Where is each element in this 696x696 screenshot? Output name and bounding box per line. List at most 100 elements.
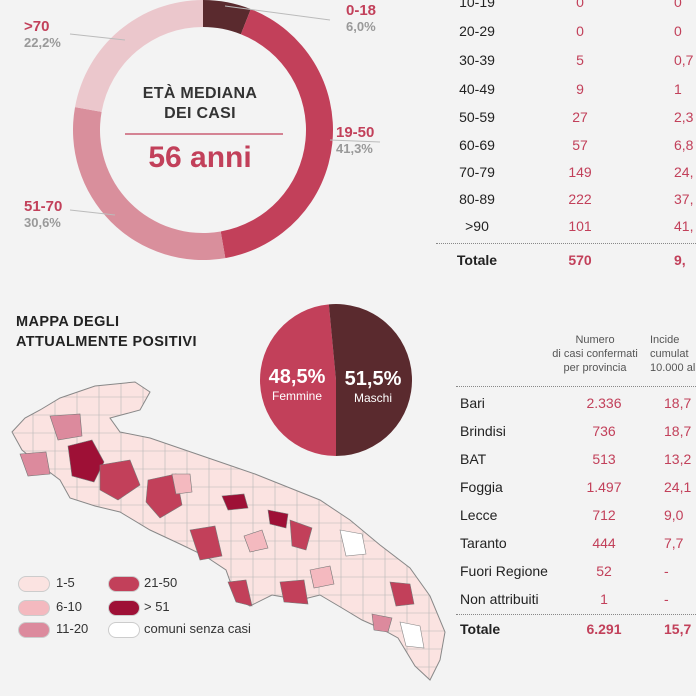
age-row: >90 101 41, bbox=[438, 213, 696, 241]
total-pct: 9, bbox=[674, 252, 686, 268]
municipality-mid-2 bbox=[145, 473, 183, 519]
female-pct: 48,5% bbox=[268, 366, 326, 388]
age-row: 10-19 0 0 bbox=[438, 0, 696, 17]
province-row: Lecce 712 9,0 bbox=[456, 502, 696, 530]
legend-label: > 51 bbox=[144, 599, 170, 614]
female-label-block: 48,5% Femmine bbox=[262, 366, 332, 403]
label-name: 51-70 bbox=[24, 198, 63, 215]
header-line: 10.000 al bbox=[650, 362, 696, 374]
province-cases: 1.497 bbox=[586, 479, 622, 495]
label-pct: 22,2% bbox=[24, 35, 61, 50]
province-name: Lecce bbox=[460, 507, 498, 523]
age-table-divider bbox=[436, 243, 696, 244]
province-row: Foggia 1.497 24,1 bbox=[456, 474, 696, 502]
leader-line-19-50 bbox=[329, 139, 381, 143]
municipality-white-1 bbox=[339, 529, 367, 557]
province-header-divider bbox=[456, 386, 696, 387]
age-row: 80-89 222 37, bbox=[438, 186, 696, 214]
age-row: 50-59 27 2,3 bbox=[438, 104, 696, 132]
header-line: cumulat bbox=[650, 348, 689, 360]
pct-cell: 1 bbox=[674, 81, 682, 97]
donut-label-51-70: 51-70 30,6% bbox=[24, 198, 62, 230]
province-incidence: 18,7 bbox=[664, 395, 692, 411]
province-header-cases: Numero di casi confermati per provincia bbox=[540, 333, 650, 375]
municipality-mid-6 bbox=[279, 579, 309, 605]
municipality-light-5 bbox=[371, 613, 393, 633]
age-row: 30-39 5 0,7 bbox=[438, 47, 696, 75]
province-incidence: - bbox=[664, 591, 669, 607]
province-row: Taranto 444 7,7 bbox=[456, 530, 696, 558]
donut-slice-19-50 bbox=[220, 9, 333, 259]
donut-slice-0-18 bbox=[203, 0, 251, 35]
map-title-line-2: ATTUALMENTE POSITIVI bbox=[16, 334, 197, 350]
legend-label: 11-20 bbox=[56, 621, 89, 636]
age-row: 40-49 9 1 bbox=[438, 76, 696, 104]
province-name: BAT bbox=[460, 451, 487, 467]
legend-label: 6-10 bbox=[56, 599, 83, 614]
age-cell: >90 bbox=[465, 218, 489, 234]
total-cases: 6.291 bbox=[586, 621, 622, 637]
region-outline bbox=[11, 381, 446, 681]
pct-cell: 6,8 bbox=[674, 137, 694, 153]
cases-cell: 222 bbox=[568, 191, 592, 207]
legend-label: 21-50 bbox=[144, 575, 178, 590]
label-name: 19-50 bbox=[336, 124, 375, 141]
header-line: per provincia bbox=[563, 362, 627, 374]
donut-slice--70 bbox=[75, 0, 203, 112]
province-incidence: 18,7 bbox=[664, 423, 692, 439]
legend-swatch-1-5 bbox=[18, 576, 50, 592]
center-title-line-1: ETÀ MEDIANA bbox=[142, 85, 258, 102]
age-total-row: Totale 570 9, bbox=[438, 247, 696, 275]
municipality-light-6 bbox=[243, 529, 269, 553]
label-pct: 41,3% bbox=[336, 141, 373, 156]
leader-line-70 bbox=[69, 33, 126, 41]
cases-cell: 9 bbox=[576, 81, 584, 97]
legend-label: comuni senza casi bbox=[144, 621, 251, 636]
header-line: Numero bbox=[575, 334, 615, 346]
province-name: Taranto bbox=[460, 535, 507, 551]
age-cell: 40-49 bbox=[459, 81, 495, 97]
legend-swatch-none bbox=[108, 622, 140, 638]
pct-cell: 2,3 bbox=[674, 109, 694, 125]
municipality-mid-3 bbox=[189, 525, 223, 561]
province-cases: 2.336 bbox=[586, 395, 622, 411]
cases-cell: 0 bbox=[576, 0, 584, 10]
province-cases: 736 bbox=[592, 423, 616, 439]
label-name: 0-18 bbox=[346, 2, 377, 19]
province-name: Fuori Regione bbox=[460, 563, 548, 579]
sex-pie-chart bbox=[260, 304, 413, 456]
province-incidence: 9,0 bbox=[664, 507, 684, 523]
municipality-mid-4 bbox=[289, 519, 313, 551]
province-cases: 1 bbox=[600, 591, 608, 607]
province-row: BAT 513 13,2 bbox=[456, 446, 696, 474]
municipality-dark-1 bbox=[67, 439, 105, 483]
age-cell: 20-29 bbox=[459, 23, 495, 39]
legend-label: 1-5 bbox=[56, 575, 75, 590]
map-title-line-1: MAPPA DEGLI bbox=[16, 314, 120, 330]
puglia-map bbox=[11, 381, 446, 681]
sex-slice-femmine bbox=[260, 304, 336, 456]
age-cell: 10-19 bbox=[459, 0, 495, 10]
province-name: Brindisi bbox=[460, 423, 506, 439]
map-title: MAPPA DEGLI ATTUALMENTE POSITIVI bbox=[16, 312, 197, 352]
province-header-incidence: Incide cumulat 10.000 al bbox=[650, 333, 696, 375]
province-cases: 52 bbox=[596, 563, 612, 579]
cases-cell: 27 bbox=[572, 109, 588, 125]
municipality-mid-5 bbox=[227, 579, 253, 607]
header-line: Incide bbox=[650, 334, 680, 346]
legend-swatch-21-50 bbox=[108, 576, 140, 592]
donut-label-0-18: 0-18 6,0% bbox=[346, 2, 376, 34]
province-name: Non attribuiti bbox=[460, 591, 539, 607]
label-name: >70 bbox=[24, 18, 50, 35]
province-row: Non attribuiti 1 - bbox=[456, 586, 696, 614]
age-cell: 70-79 bbox=[459, 164, 495, 180]
municipality-white-2 bbox=[399, 621, 425, 649]
male-pct: 51,5% bbox=[344, 368, 402, 390]
province-incidence: - bbox=[664, 563, 669, 579]
age-row: 20-29 0 0 bbox=[438, 18, 696, 46]
municipality-light-1 bbox=[49, 413, 83, 441]
donut-label-19-50: 19-50 41,3% bbox=[336, 124, 374, 156]
province-incidence: 7,7 bbox=[664, 535, 684, 551]
municipality-mid-1 bbox=[99, 459, 141, 501]
legend-swatch-51 bbox=[108, 600, 140, 616]
